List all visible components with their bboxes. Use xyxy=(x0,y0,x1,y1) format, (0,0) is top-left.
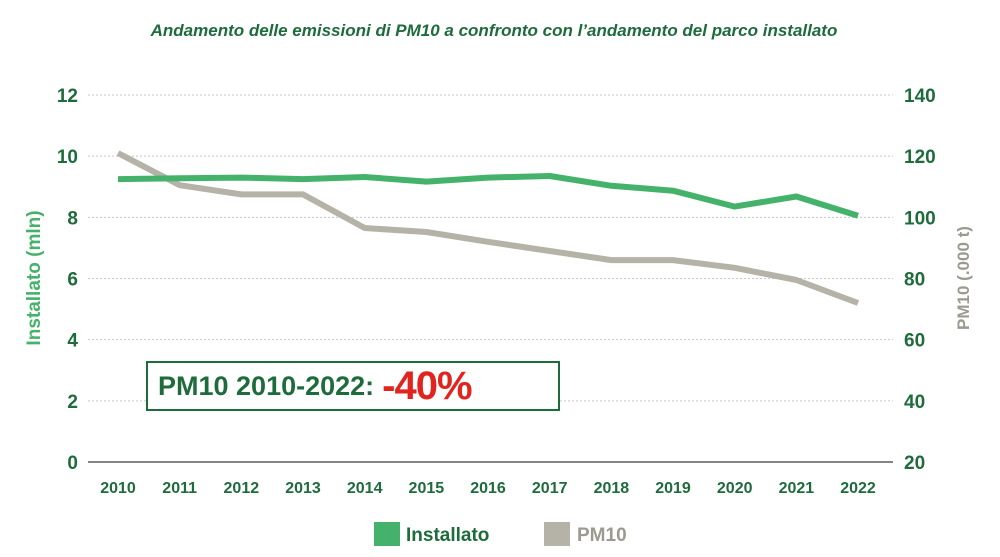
right-tick-label: 140 xyxy=(904,86,936,107)
right-tick-label: 80 xyxy=(904,270,925,291)
series-line-pm10 xyxy=(116,150,860,306)
right-tick-label: 100 xyxy=(904,208,936,229)
left-tick-label: 6 xyxy=(67,270,78,291)
left-axis-label: Installato (mln) xyxy=(24,210,45,345)
callout-label: PM10 2010-2022: xyxy=(158,370,375,401)
x-tick-label: 2011 xyxy=(162,480,197,497)
legend-swatch xyxy=(544,522,570,546)
pm10-reduction-callout: PM10 2010-2022: -40% xyxy=(146,361,560,411)
right-tick-label: 40 xyxy=(904,392,925,413)
x-tick-label: 2012 xyxy=(224,480,260,497)
axis-ticks: 0 20 2 40 4 60 6 80 8 100 10 120 12 140 2010 2011 2012 20… xyxy=(57,86,936,497)
gridlines xyxy=(88,94,893,463)
right-tick-label: 120 xyxy=(904,147,936,168)
legend: Installato PM10 xyxy=(374,522,627,546)
x-tick-label: 2014 xyxy=(347,480,383,497)
legend-swatch xyxy=(374,522,400,546)
x-tick-label: 2020 xyxy=(717,480,753,497)
left-tick-label: 4 xyxy=(67,331,78,352)
chart-title: Andamento delle emissioni di PM10 a conf… xyxy=(150,21,838,40)
callout-value: -40% xyxy=(382,363,472,408)
left-tick-label: 0 xyxy=(67,453,78,474)
left-tick-label: 2 xyxy=(67,392,78,413)
legend-label: Installato xyxy=(406,525,489,546)
x-tick-label: 2013 xyxy=(285,480,321,497)
x-tick-label: 2016 xyxy=(470,480,506,497)
legend-label: PM10 xyxy=(577,525,627,546)
x-tick-label: 2017 xyxy=(532,480,568,497)
series-lines xyxy=(116,150,860,306)
right-axis-label: PM10 (.000 t) xyxy=(954,226,973,330)
left-tick-label: 8 xyxy=(67,208,78,229)
x-tick-label: 2019 xyxy=(655,480,691,497)
x-tick-label: 2010 xyxy=(100,480,136,497)
x-tick-label: 2022 xyxy=(840,480,876,497)
x-tick-label: 2021 xyxy=(779,480,815,497)
right-tick-label: 60 xyxy=(904,331,925,352)
left-tick-label: 10 xyxy=(57,147,78,168)
right-tick-label: 20 xyxy=(904,453,925,474)
left-tick-label: 12 xyxy=(57,86,78,107)
x-tick-label: 2015 xyxy=(409,480,445,497)
series-line-installato xyxy=(117,173,859,219)
x-tick-label: 2018 xyxy=(594,480,630,497)
